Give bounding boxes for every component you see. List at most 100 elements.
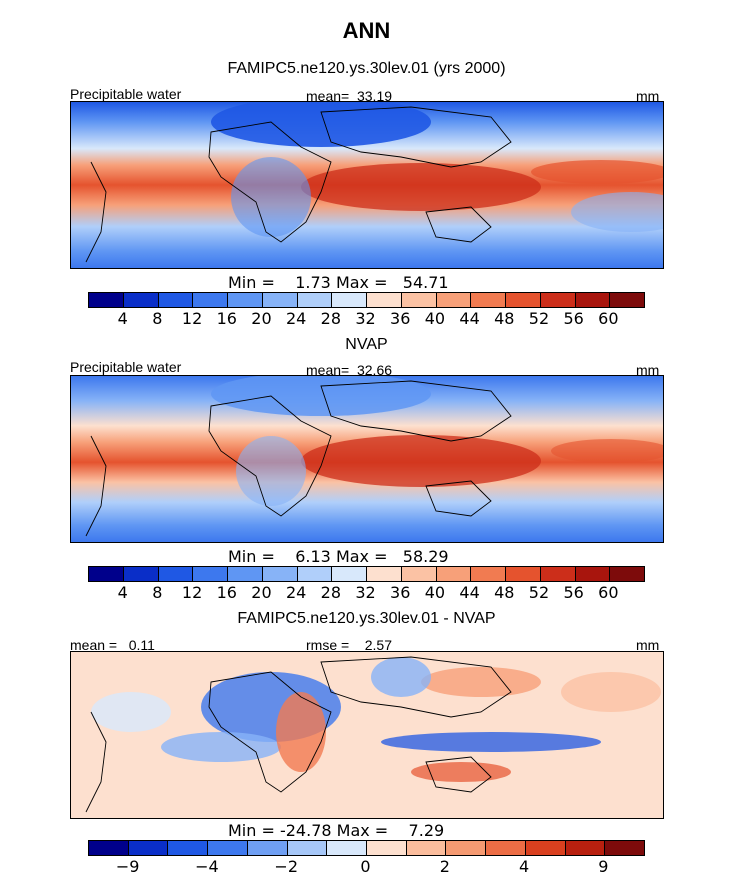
colorbar-tick-label: 12	[181, 309, 203, 328]
colorbar-tick-label: 20	[251, 309, 272, 328]
colorbar-cell	[262, 567, 298, 581]
colorbar-cell	[401, 567, 437, 581]
colorbar-tick-label: −9	[115, 857, 140, 876]
colorbar-cell	[605, 841, 645, 855]
colorbar-tick-label: 28	[320, 583, 341, 602]
panel1-left-label: Precipitable water	[70, 86, 182, 102]
colorbar-tick-label: 56	[563, 583, 584, 602]
panel1-map	[70, 101, 664, 269]
colorbar-cell	[575, 293, 611, 307]
colorbar-cell	[575, 567, 611, 581]
colorbar-cell	[89, 841, 129, 855]
panel1-colorbar-ticks: 4 8 12 16 20 24 28 32 36 40 44 48 52 56 60	[88, 309, 643, 329]
colorbar-cell	[525, 841, 566, 855]
colorbar-cell	[471, 293, 506, 307]
panel2-mean-label: mean= 32.66	[306, 362, 393, 378]
panel3-rmse-label: rmse = 2.57	[306, 637, 392, 653]
colorbar-cell	[367, 567, 402, 581]
panel2-colorbar-ticks: 4 8 12 16 20 24 28 32 36 40 44 48 52 56 60	[88, 583, 643, 603]
colorbar-tick-label: 4	[117, 309, 128, 328]
colorbar-cell	[123, 567, 159, 581]
colorbar-tick-label: 24	[285, 583, 307, 602]
panel3-map	[70, 651, 664, 819]
colorbar-cell	[506, 293, 541, 307]
colorbar-cell	[332, 567, 367, 581]
colorbar-tick-label: 44	[459, 309, 480, 328]
colorbar-cell	[610, 567, 644, 581]
colorbar-tick-label: 36	[390, 309, 411, 328]
colorbar-cell	[123, 293, 159, 307]
colorbar-tick-label: 32	[355, 583, 376, 602]
colorbar-tick-label: 20	[251, 583, 272, 602]
colorbar-tick-label: 24	[285, 309, 307, 328]
colorbar-cell	[610, 293, 644, 307]
colorbar-tick-label: 8	[152, 309, 163, 328]
colorbar-cell	[486, 841, 526, 855]
panel2-left-label: Precipitable water	[70, 359, 182, 375]
colorbar-cell	[367, 293, 402, 307]
colorbar-tick-label: 2	[439, 857, 450, 876]
colorbar-tick-label: 60	[598, 309, 619, 328]
colorbar-cell	[297, 293, 333, 307]
colorbar-tick-label: 52	[528, 309, 550, 328]
colorbar-tick-label: 0	[360, 857, 371, 876]
colorbar-tick-label: 44	[459, 583, 480, 602]
panel3-units: mm	[636, 637, 660, 653]
panel3-mean-label: mean = 0.11	[70, 637, 155, 653]
colorbar-cell	[297, 567, 333, 581]
colorbar-tick-label: 60	[598, 583, 619, 602]
colorbar-cell	[89, 567, 124, 581]
colorbar-tick-label: 9	[598, 857, 609, 876]
panel1-min-max: Min = 1.73 Max = 54.71	[228, 273, 449, 292]
colorbar-tick-label: 8	[152, 583, 163, 602]
colorbar-tick-label: 36	[390, 583, 411, 602]
colorbar-cell	[506, 567, 541, 581]
panel1-units: mm	[636, 88, 660, 104]
colorbar-cell	[540, 567, 576, 581]
colorbar-tick-label: 40	[424, 309, 446, 328]
colorbar-tick-label: −4	[195, 857, 219, 876]
panel1-mean-label: mean= 33.19	[306, 88, 393, 104]
panel3-min-max: Min = -24.78 Max = 7.29	[228, 821, 445, 840]
colorbar-cell	[168, 841, 209, 855]
colorbar-cell	[208, 841, 248, 855]
figure-title: ANN	[342, 18, 391, 43]
panel2-colorbar	[88, 566, 645, 582]
colorbar-cell	[247, 841, 288, 855]
colorbar-tick-label: 56	[563, 309, 584, 328]
colorbar-cell	[446, 841, 487, 855]
colorbar-tick-label: 32	[355, 309, 376, 328]
colorbar-tick-label: 4	[117, 583, 128, 602]
colorbar-cell	[287, 841, 328, 855]
panel3-colorbar-ticks: −9 −4 −2 0 2 4 9	[88, 857, 643, 877]
colorbar-cell	[406, 841, 447, 855]
colorbar-tick-label: 40	[424, 583, 446, 602]
colorbar-cell	[89, 293, 124, 307]
colorbar-cell	[401, 293, 437, 307]
panel3-title: FAMIPC5.ne120.ys.30lev.01 - NVAP	[237, 610, 496, 627]
colorbar-tick-label: 4	[518, 857, 530, 876]
colorbar-cell	[158, 567, 194, 581]
colorbar-tick-label: −2	[274, 857, 298, 876]
colorbar-tick-label: 28	[320, 309, 341, 328]
colorbar-tick-label: 12	[181, 583, 203, 602]
colorbar-cell	[158, 293, 194, 307]
colorbar-cell	[327, 841, 368, 855]
panel1-title: FAMIPC5.ne120.ys.30lev.01 (yrs 2000)	[227, 60, 506, 77]
colorbar-cell	[367, 841, 407, 855]
colorbar-cell	[193, 293, 228, 307]
colorbar-cell	[540, 293, 576, 307]
colorbar-cell	[332, 293, 367, 307]
colorbar-cell	[228, 293, 263, 307]
panel2-min-max: Min = 6.13 Max = 58.29	[228, 547, 449, 566]
colorbar-cell	[565, 841, 606, 855]
colorbar-tick-label: 48	[494, 309, 515, 328]
colorbar-cell	[436, 293, 472, 307]
colorbar-cell	[128, 841, 169, 855]
colorbar-tick-label: 48	[494, 583, 515, 602]
colorbar-cell	[228, 567, 263, 581]
colorbar-tick-label: 16	[216, 583, 237, 602]
colorbar-cell	[436, 567, 472, 581]
panel1-colorbar	[88, 292, 645, 308]
panel2-title: NVAP	[345, 336, 388, 353]
